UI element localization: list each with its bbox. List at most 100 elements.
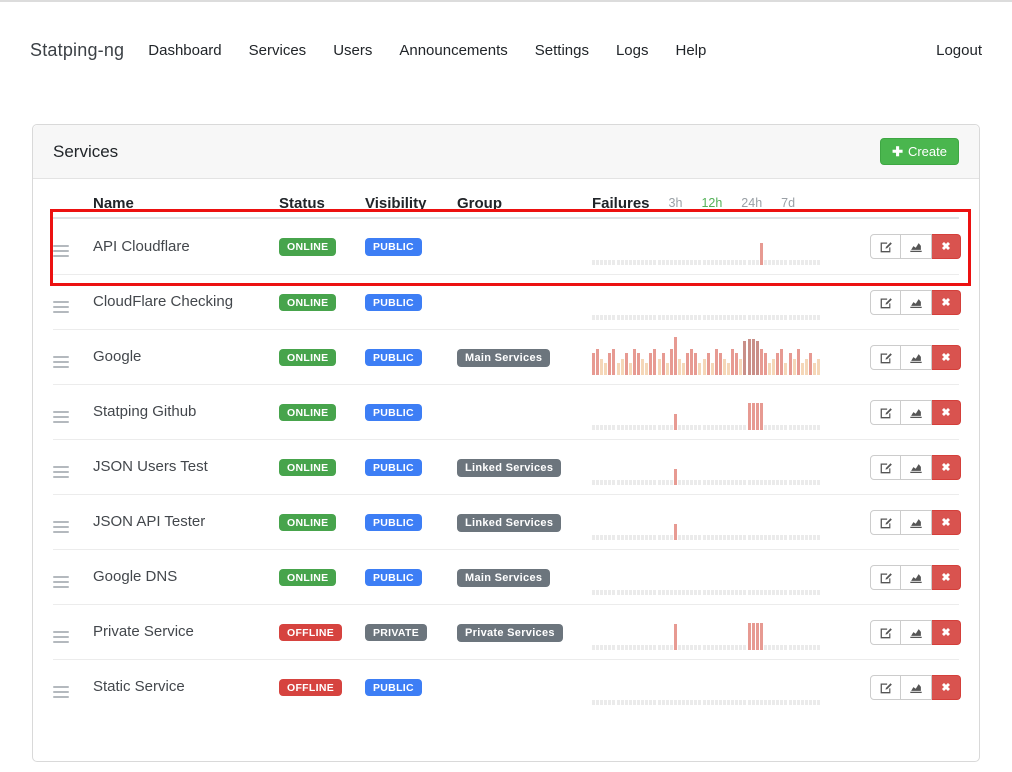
services-card: Services ✚ Create Name Status Visibility… <box>32 124 980 762</box>
range-link-3h[interactable]: 3h <box>668 196 683 210</box>
drag-handle-icon[interactable] <box>53 519 69 535</box>
view-chart-button[interactable] <box>901 564 932 590</box>
service-name-link[interactable]: Statping Github <box>93 403 197 420</box>
chart-icon <box>909 571 923 584</box>
x-icon: ✖ <box>941 406 951 419</box>
edit-icon <box>879 461 892 474</box>
chart-icon <box>909 516 923 529</box>
drag-handle-icon[interactable] <box>53 574 69 590</box>
delete-service-button[interactable]: ✖ <box>932 619 961 645</box>
create-button[interactable]: ✚ Create <box>880 138 959 165</box>
logout-link[interactable]: Logout <box>936 42 982 59</box>
edit-service-button[interactable] <box>870 234 901 259</box>
drag-handle-icon[interactable] <box>53 629 69 645</box>
nav-link-settings[interactable]: Settings <box>534 42 589 59</box>
chart-icon <box>909 461 923 474</box>
edit-service-button[interactable] <box>870 289 901 315</box>
visibility-badge: PUBLIC <box>365 458 422 477</box>
drag-handle-icon[interactable] <box>53 299 69 315</box>
range-link-12h[interactable]: 12h <box>701 196 723 210</box>
services-table: Name Status Visibility Group Failures 3h… <box>33 179 979 714</box>
brand-logo[interactable]: Statping-ng <box>30 40 125 60</box>
x-icon: ✖ <box>941 351 951 364</box>
service-name-link[interactable]: Google DNS <box>93 568 178 585</box>
edit-service-button[interactable] <box>870 454 901 480</box>
service-name-link[interactable]: Static Service <box>93 678 185 695</box>
service-name-link[interactable]: CloudFlare Checking <box>93 293 234 310</box>
nav-link-dashboard[interactable]: Dashboard <box>148 42 222 59</box>
range-link-7d[interactable]: 7d <box>781 196 796 210</box>
status-badge: OFFLINE <box>279 623 343 642</box>
status-badge: ONLINE <box>279 293 337 312</box>
range-link-24h[interactable]: 24h <box>741 196 763 210</box>
nav-link-users[interactable]: Users <box>333 42 373 59</box>
table-row: CloudFlare Checking ONLINE PUBLIC ✖ <box>53 274 961 329</box>
chart-icon <box>909 626 923 639</box>
delete-service-button[interactable]: ✖ <box>932 674 961 700</box>
view-chart-button[interactable] <box>901 399 932 425</box>
x-icon: ✖ <box>941 516 951 529</box>
range-links: 3h 12h 24h 7d <box>669 196 796 210</box>
failures-sparkline <box>592 507 831 549</box>
edit-service-button[interactable] <box>870 564 901 590</box>
group-badge: Main Services <box>457 348 551 367</box>
edit-icon <box>879 681 892 694</box>
delete-service-button[interactable]: ✖ <box>932 509 961 535</box>
view-chart-button[interactable] <box>901 674 932 700</box>
view-chart-button[interactable] <box>901 289 932 315</box>
delete-service-button[interactable]: ✖ <box>932 564 961 590</box>
view-chart-button[interactable] <box>901 234 932 259</box>
status-badge: ONLINE <box>279 513 337 532</box>
service-name-link[interactable]: JSON API Tester <box>93 513 206 530</box>
view-chart-button[interactable] <box>901 344 932 370</box>
header-failures: Failures <box>592 194 650 212</box>
group-badge: Private Services <box>457 623 563 642</box>
view-chart-button[interactable] <box>901 509 932 535</box>
drag-handle-icon[interactable] <box>53 464 69 480</box>
status-badge: ONLINE <box>279 238 337 256</box>
table-row: Statping Github ONLINE PUBLIC ✖ <box>53 384 961 439</box>
card-title: Services <box>53 141 119 161</box>
visibility-badge: PUBLIC <box>365 568 422 587</box>
view-chart-button[interactable] <box>901 454 932 480</box>
delete-service-button[interactable]: ✖ <box>932 289 961 315</box>
nav-link-help[interactable]: Help <box>675 42 707 59</box>
failures-sparkline <box>592 617 831 659</box>
nav-link-logs[interactable]: Logs <box>615 42 649 59</box>
table-header-row: Name Status Visibility Group Failures 3h… <box>53 189 959 219</box>
edit-icon <box>879 626 892 639</box>
drag-handle-icon[interactable] <box>53 243 69 259</box>
card-header: Services ✚ Create <box>33 125 979 179</box>
delete-service-button[interactable]: ✖ <box>932 454 961 480</box>
table-row: Google ONLINE PUBLIC Main Services ✖ <box>53 329 961 384</box>
edit-service-button[interactable] <box>870 509 901 535</box>
group-badge: Main Services <box>457 568 551 587</box>
visibility-badge: PUBLIC <box>365 513 422 532</box>
edit-service-button[interactable] <box>870 619 901 645</box>
delete-service-button[interactable]: ✖ <box>932 344 961 370</box>
visibility-badge: PUBLIC <box>365 293 422 312</box>
drag-handle-icon[interactable] <box>53 409 69 425</box>
chart-icon <box>909 296 923 309</box>
header-name: Name <box>93 194 134 212</box>
failures-sparkline <box>592 397 831 439</box>
service-name-link[interactable]: Private Service <box>93 623 194 640</box>
view-chart-button[interactable] <box>901 619 932 645</box>
service-name-link[interactable]: API Cloudflare <box>93 237 190 255</box>
service-name-link[interactable]: Google <box>93 348 142 365</box>
failures-sparkline <box>592 287 831 329</box>
edit-service-button[interactable] <box>870 344 901 370</box>
edit-service-button[interactable] <box>870 674 901 700</box>
top-navbar: Statping-ng Dashboard Services Users Announ… <box>30 40 982 61</box>
drag-handle-icon[interactable] <box>53 684 69 700</box>
drag-handle-icon[interactable] <box>53 354 69 370</box>
delete-service-button[interactable]: ✖ <box>932 234 961 259</box>
nav-link-announcements[interactable]: Announcements <box>399 42 508 59</box>
delete-service-button[interactable]: ✖ <box>932 399 961 425</box>
edit-icon <box>879 240 892 253</box>
edit-service-button[interactable] <box>870 399 901 425</box>
edit-icon <box>879 296 892 309</box>
nav-link-services[interactable]: Services <box>248 42 307 59</box>
service-name-link[interactable]: JSON Users Test <box>93 458 208 475</box>
visibility-badge: PUBLIC <box>365 348 422 367</box>
